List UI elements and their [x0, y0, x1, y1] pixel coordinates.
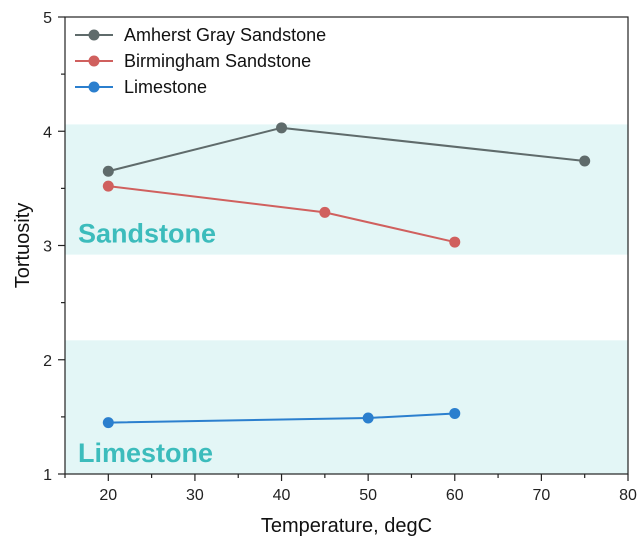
- legend-marker-1: [88, 55, 100, 67]
- legend-label-0: Amherst Gray Sandstone: [124, 25, 326, 45]
- y-tick-label-1: 2: [43, 353, 52, 370]
- x-axis: 20 30 40 50 60 70 80: [64, 474, 637, 504]
- y-tick-label-2: 3: [43, 239, 52, 256]
- x-axis-label: Temperature, degC: [261, 515, 432, 537]
- y-tick-label-4: 5: [43, 10, 52, 27]
- legend-label-1: Birmingham Sandstone: [124, 51, 311, 71]
- legend-marker-0: [88, 29, 100, 41]
- band-1: [65, 340, 628, 474]
- x-tick-label-5: 70: [532, 487, 550, 504]
- series-1-point-0: [102, 180, 114, 192]
- y-tick-label-3: 4: [43, 124, 52, 141]
- y-axis-label: Tortuosity: [12, 203, 34, 289]
- data-series: [102, 122, 591, 429]
- x-tick-label-6: 80: [619, 487, 637, 504]
- x-tick-label-1: 30: [186, 487, 204, 504]
- series-1-point-1: [319, 206, 331, 218]
- series-0-point-2: [579, 155, 591, 167]
- band-label-1: Limestone: [78, 438, 213, 468]
- series-2-point-0: [102, 417, 114, 429]
- y-axis: 1 2 3 4 5: [43, 10, 65, 484]
- x-tick-label-0: 20: [99, 487, 117, 504]
- series-2-point-2: [449, 407, 461, 419]
- series-0-point-0: [102, 165, 114, 177]
- legend: Amherst Gray Sandstone Birmingham Sandsto…: [75, 25, 326, 97]
- x-tick-label-3: 50: [359, 487, 377, 504]
- band-0: [65, 124, 628, 255]
- band-labels: Sandstone Limestone: [78, 219, 216, 468]
- x-tick-label-4: 60: [446, 487, 464, 504]
- y-tick-label-0: 1: [43, 467, 52, 484]
- x-tick-label-2: 40: [273, 487, 291, 504]
- legend-label-2: Limestone: [124, 77, 207, 97]
- series-1-point-2: [449, 236, 461, 248]
- background-bands: [65, 124, 628, 474]
- series-0-point-1: [276, 122, 288, 134]
- legend-marker-2: [88, 81, 100, 93]
- series-2-point-1: [362, 412, 374, 424]
- band-label-0: Sandstone: [78, 219, 216, 249]
